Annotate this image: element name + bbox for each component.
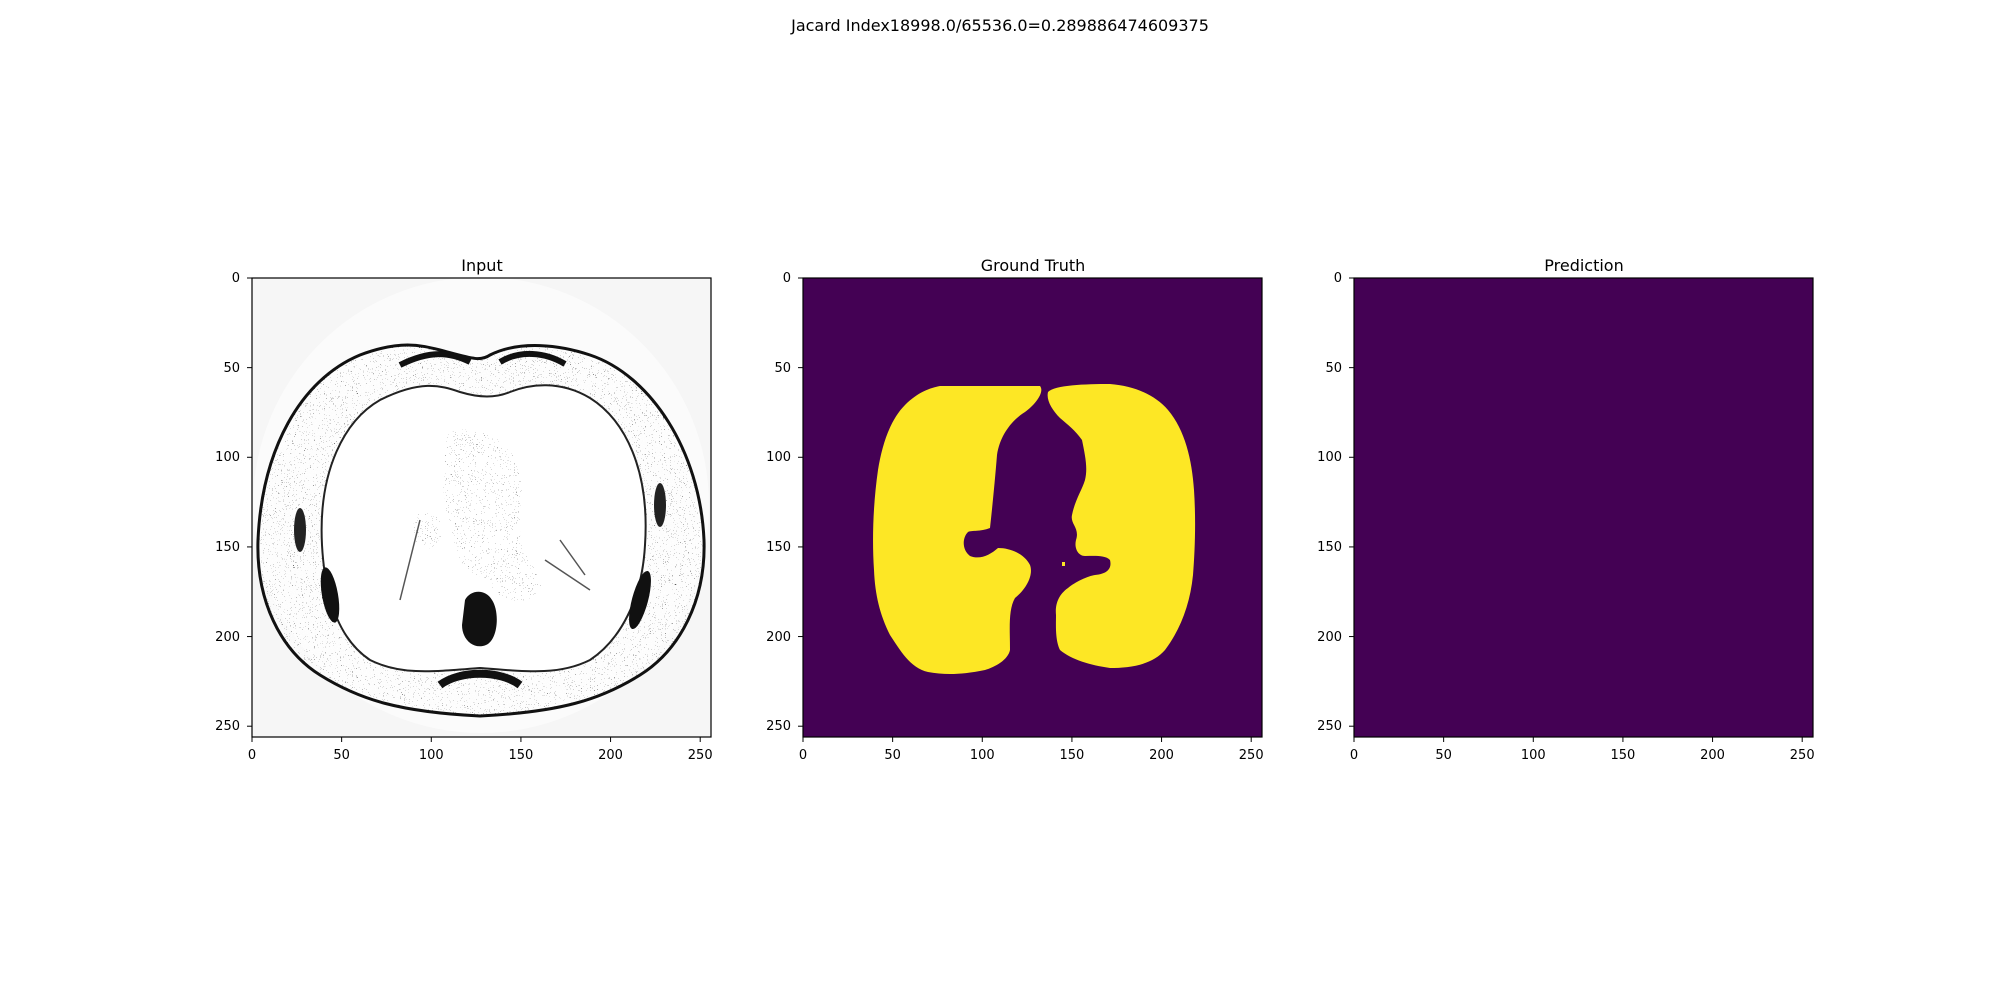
right-lung-mask (1047, 384, 1196, 668)
prediction-axes-frame (1353, 277, 1814, 738)
tick-marks (247, 277, 1803, 742)
input-image (252, 278, 711, 737)
ground-truth-axes-frame (802, 277, 1263, 738)
ground-truth-image (803, 278, 1262, 737)
figure-title: Jacard Index18998.0/65536.0=0.2898864746… (791, 16, 1209, 35)
input-axes-frame (251, 277, 712, 738)
prediction-image (1354, 278, 1813, 737)
left-lung-mask (873, 386, 1042, 675)
